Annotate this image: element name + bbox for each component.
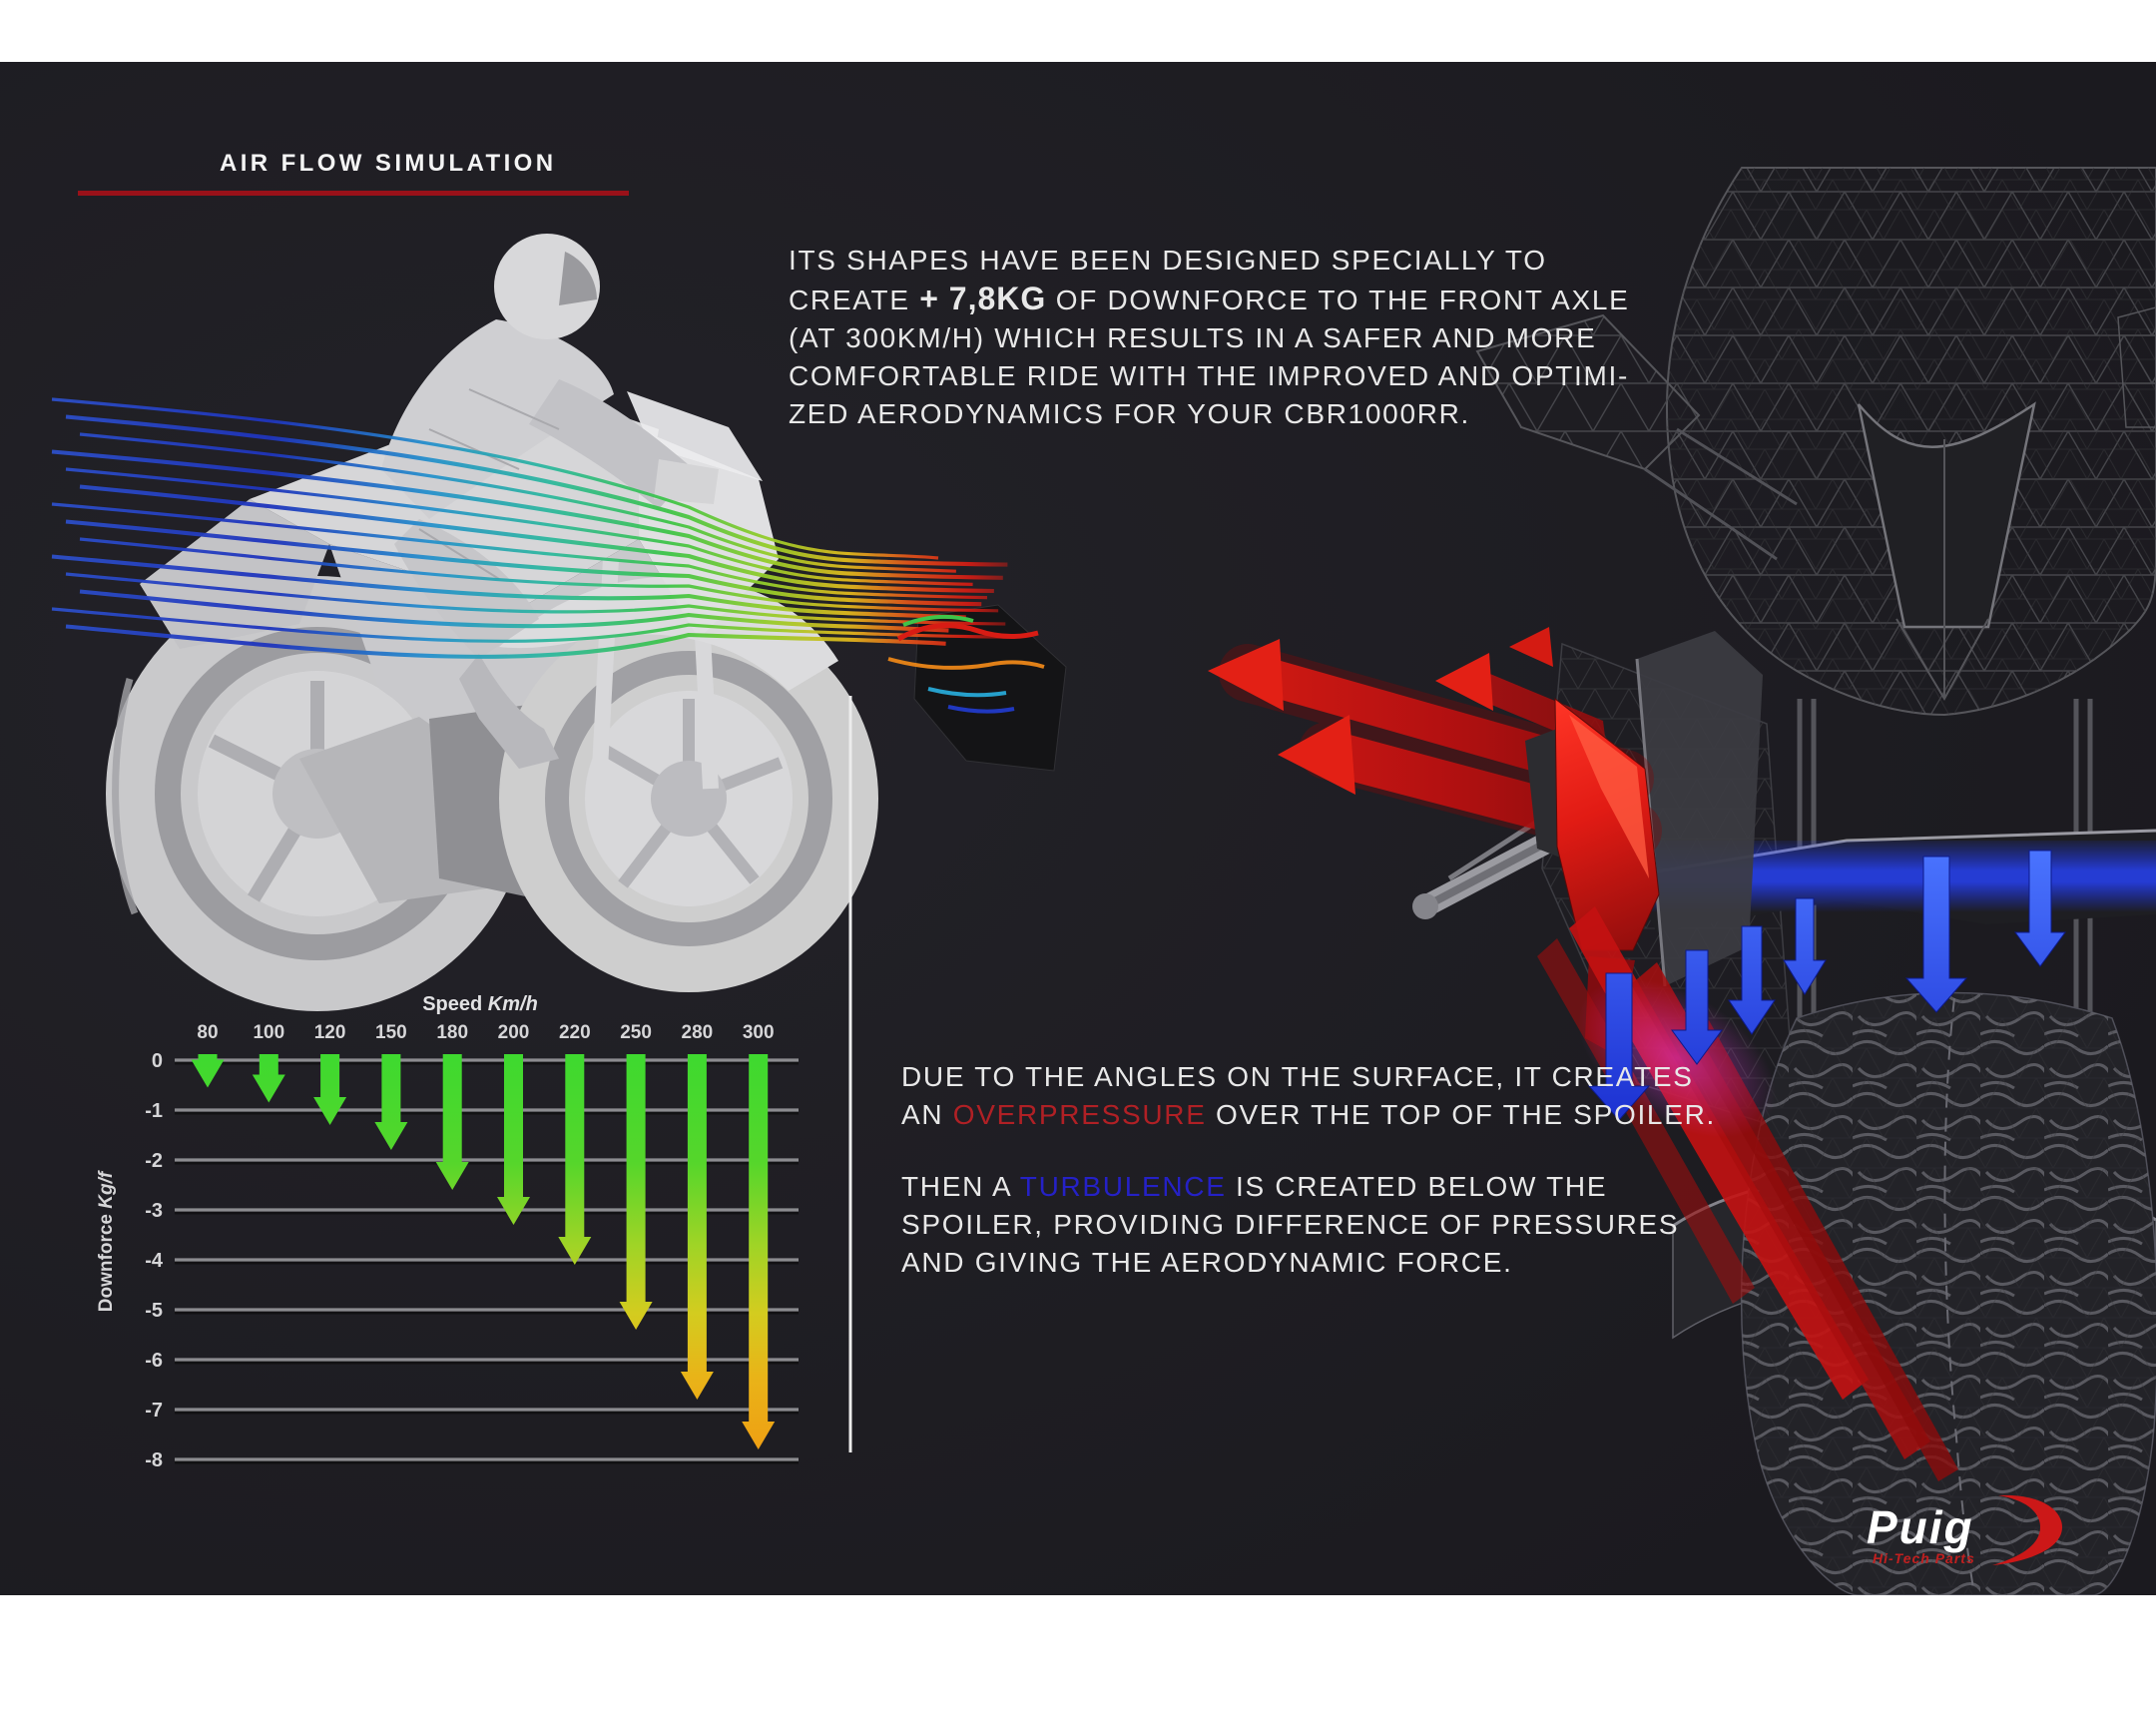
x-tick-label: 280 — [682, 1022, 714, 1043]
streamline — [65, 414, 1008, 567]
logo-swoosh-icon — [1992, 1494, 2062, 1565]
x-tick-label: 150 — [375, 1022, 407, 1043]
cfd-render-bike — [106, 234, 1067, 1011]
turbulence-arrow — [1728, 925, 1776, 1035]
y-tick-label: 0 — [152, 1050, 163, 1072]
left-mirror-mesh — [1475, 313, 1701, 471]
x-tick-label: 220 — [559, 1022, 591, 1043]
downforce-arrow — [313, 1054, 347, 1125]
streamline — [65, 572, 1006, 626]
downforce-arrow — [619, 1054, 653, 1330]
y-tick-label: -3 — [145, 1200, 163, 1222]
y-tick-label: -1 — [145, 1100, 163, 1122]
intro-line: COMFORTABLE RIDE WITH THE IMPROVED AND O… — [789, 360, 1630, 391]
turbulence-down-arrows — [1587, 850, 2066, 1121]
turbulence-arrow — [2014, 850, 2066, 967]
aero-line: DUE TO THE ANGLES ON THE SURFACE, IT CRE… — [901, 1061, 1694, 1092]
y-tick-label: -4 — [145, 1250, 164, 1272]
turbulence-term: TURBULENCE — [1019, 1171, 1227, 1202]
downforce-arrow — [252, 1054, 285, 1103]
aero-line: AN OVERPRESSURE OVER THE TOP OF THE SPOI… — [901, 1099, 1716, 1130]
headlight-lines — [1895, 439, 1989, 702]
y-tick-label: -5 — [145, 1300, 163, 1322]
y-tick-label: -2 — [145, 1150, 163, 1172]
turbulence-arrow — [1904, 856, 1968, 1013]
spoiler-highlight — [1525, 697, 1660, 1056]
streamline — [51, 449, 1003, 580]
windscreen-outline — [1857, 401, 2036, 629]
rider — [381, 234, 719, 769]
downforce-arrow — [497, 1054, 530, 1225]
downforce-arrow — [558, 1054, 592, 1265]
streamline — [65, 624, 946, 659]
overpressure-term: OVERPRESSURE — [952, 1099, 1207, 1130]
streamline — [51, 554, 966, 620]
aero-scene: 0 -1 -2 -3 -4 -5 -6 -7 -8 80 100 120 150 180 200 220 250… — [0, 62, 2156, 1595]
turbulence-arrow — [1587, 972, 1651, 1121]
streamline — [65, 519, 982, 607]
windscreen — [627, 391, 763, 481]
aero-line: THEN A TURBULENCE IS CREATED BELOW THE — [901, 1171, 1608, 1202]
fairing-mesh-fine — [1667, 168, 2156, 715]
streamline — [51, 502, 988, 600]
title-underline — [78, 191, 629, 196]
intro-line: ITS SHAPES HAVE BEEN DESIGNED SPECIALLY … — [789, 245, 1547, 276]
x-axis-title: Speed Km/h — [422, 993, 538, 1015]
downforce-arrow — [742, 1054, 776, 1449]
front-tire-wire — [1740, 991, 2156, 1595]
puig-logo: Puig Hi-Tech Parts — [1867, 1494, 2062, 1566]
streamline — [79, 432, 956, 573]
front-duct — [1637, 631, 1763, 986]
downforce-arrow — [191, 1054, 225, 1088]
wireframe-bike-front-view — [1208, 167, 2156, 1595]
intro-line: ZED AERODYNAMICS FOR YOUR CBR1000RR. — [789, 398, 1471, 429]
x-tick-label: 300 — [743, 1022, 775, 1043]
y-tick-label: -7 — [145, 1400, 163, 1422]
downforce-arrow — [680, 1054, 714, 1400]
aero-line: SPOILER, PROVIDING DIFFERENCE OF PRESSUR… — [901, 1209, 1680, 1240]
y-axis-title: Downforce Kg/f — [96, 1170, 117, 1312]
y-tick-label: -8 — [145, 1449, 163, 1471]
downforce-arrow — [435, 1054, 469, 1190]
right-mirror-mesh — [2117, 306, 2156, 428]
aero-line: AND GIVING THE AERODYNAMIC FORCE. — [901, 1247, 1513, 1278]
intro-line: CREATE + 7,8KG OF DOWNFORCE TO THE FRONT… — [789, 281, 1630, 316]
cfd-streamlines — [51, 397, 1009, 659]
x-tick-label: 200 — [498, 1022, 530, 1043]
x-tick-label: 180 — [436, 1022, 468, 1043]
streamline — [79, 537, 999, 613]
streamline — [79, 484, 994, 594]
streamline — [79, 589, 949, 633]
intro-line: (AT 300KM/H) WHICH RESULTS IN A SAFER AN… — [789, 322, 1597, 353]
x-tick-label: 250 — [620, 1022, 652, 1043]
paragraph-gap — [901, 1134, 1716, 1168]
turbulence-arrow — [1671, 949, 1723, 1065]
downforce-arrow — [374, 1054, 408, 1150]
helmet-visor — [559, 252, 597, 305]
page-title: AIR FLOW SIMULATION — [220, 150, 557, 177]
logo-brand-text: Puig — [1867, 1501, 1974, 1553]
intro-paragraph: ITS SHAPES HAVE BEEN DESIGNED SPECIALLY … — [789, 242, 1630, 433]
front-spoiler-dark — [913, 604, 1067, 772]
front-wheel — [499, 605, 878, 992]
streamline-knot — [887, 614, 1045, 714]
downforce-value: + 7,8KG — [919, 281, 1047, 316]
turbulence-arrow — [1783, 897, 1827, 995]
x-tick-label: 120 — [314, 1022, 346, 1043]
x-tick-label: 100 — [253, 1022, 284, 1043]
logo-tagline: Hi-Tech Parts — [1873, 1550, 1975, 1566]
downforce-chart: 0 -1 -2 -3 -4 -5 -6 -7 -8 80 100 120 150 180 200 220 250… — [96, 993, 799, 1471]
streamline — [51, 397, 939, 560]
streamline — [65, 467, 973, 586]
x-tick-label: 80 — [197, 1022, 218, 1043]
aero-explanation: DUE TO THE ANGLES ON THE SURFACE, IT CRE… — [901, 1058, 1716, 1282]
mirror-arm-lines — [1644, 427, 1798, 561]
y-tick-label: -6 — [145, 1350, 163, 1372]
